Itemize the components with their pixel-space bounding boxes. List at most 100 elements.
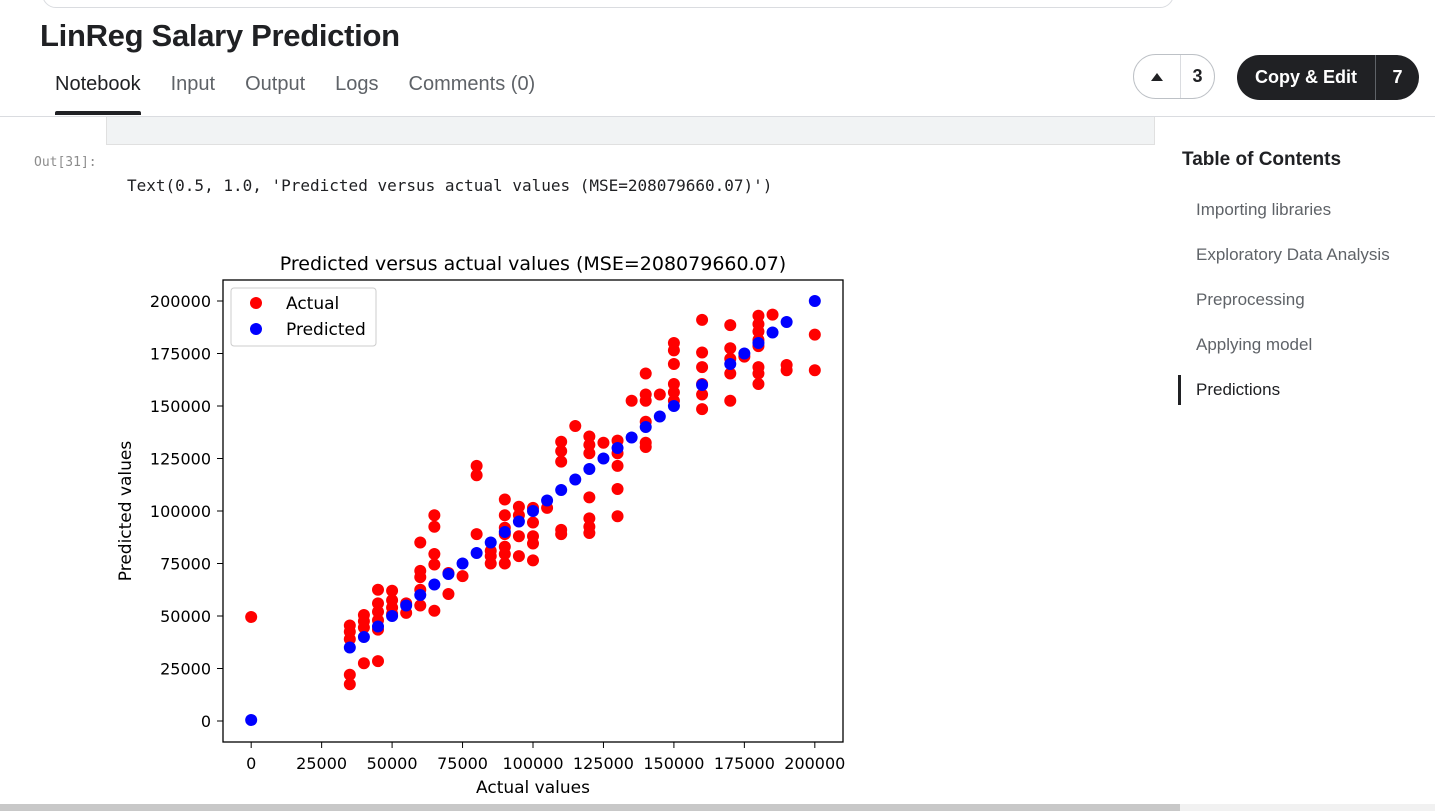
actual-point [428,604,441,617]
tab-notebook[interactable]: Notebook [55,73,141,115]
scrollbar-thumb[interactable] [0,804,1180,811]
toc-item-importing-libraries[interactable]: Importing libraries [1196,200,1332,219]
actual-point [583,430,596,443]
actual-point [498,509,511,522]
legend-marker-predicted [250,323,262,335]
chart-title: Predicted versus actual values (MSE=2080… [280,253,786,275]
toc-item-applying-model[interactable]: Applying model [1196,335,1313,354]
actual-point [456,570,469,583]
predicted-point [583,463,596,475]
actual-point [696,361,709,374]
actual-point [343,633,356,646]
x-tick-label: 125000 [573,754,634,773]
upvote-button[interactable]: 3 [1133,54,1215,99]
actual-point [498,557,511,570]
predicted-point [555,484,568,496]
actual-point [555,445,568,458]
actual-point [386,584,399,597]
predicted-point [738,347,751,360]
x-tick-label: 25000 [296,754,347,773]
actual-point [639,440,652,453]
tab-logs[interactable]: Logs [335,73,379,95]
y-tick-label: 175000 [150,345,211,364]
predicted-point [667,400,680,412]
predicted-point [611,442,624,454]
predicted-point [498,526,511,538]
actual-point [780,364,793,377]
copy-edit-label[interactable]: Copy & Edit [1255,67,1357,87]
predicted-point [696,379,709,391]
y-tick-label: 75000 [160,555,211,574]
y-tick-label: 50000 [160,607,211,626]
predicted-point [512,515,525,528]
actual-point [667,344,680,357]
actual-point [245,611,258,624]
scatter-chart: 0 25000 50000 75000 100000 125000 150000 175000… [116,253,845,798]
code-cell[interactable] [106,117,1155,145]
actual-point [597,436,610,449]
actual-point [414,536,427,549]
predicted-point [597,452,610,465]
notebook-tabs: Notebook Input Output Logs Comments (0) [55,73,535,115]
predicted-point [428,578,441,591]
toc-item-predictions[interactable]: Predictions [1178,375,1390,420]
predicted-point [752,337,765,349]
actual-point [808,328,821,341]
actual-point [555,528,568,541]
actual-point [724,319,737,332]
x-axis-label: Actual values [476,778,590,798]
actual-point [498,548,511,561]
actual-point [639,394,652,407]
actual-point [583,512,596,525]
toc-item-preprocessing[interactable]: Preprocessing [1196,290,1305,309]
actual-point [583,438,596,451]
actual-point [372,655,384,668]
copy-edit-button[interactable]: Copy & Edit 7 [1237,55,1419,100]
actual-point [724,342,737,355]
predicted-point [470,547,483,559]
predicted-point [724,358,737,370]
actual-point [724,394,737,407]
predicted-point [456,557,469,570]
actual-point [484,557,497,570]
actual-point [428,520,441,533]
actual-point [343,668,356,681]
actual-point [625,394,638,407]
x-tick-label: 0 [246,754,256,773]
actual-point [667,358,680,370]
actual-point [808,364,821,377]
tab-output[interactable]: Output [245,73,306,95]
actual-point [667,377,680,390]
tab-input[interactable]: Input [170,73,216,95]
actual-point [470,469,483,482]
toc-item-exploratory-data-analysis[interactable]: Exploratory Data Analysis [1196,245,1390,264]
actual-point [470,459,483,472]
upvote-count: 3 [1192,66,1203,86]
actual-point [428,558,441,571]
actual-point [752,367,765,380]
y-tick-label: 125000 [150,450,211,469]
actual-point [724,367,737,380]
predicted-point [625,431,638,444]
predicted-point [400,599,413,612]
actual-point [555,435,568,448]
actual-point [696,403,709,416]
actual-point [696,346,709,359]
triangle-up-icon[interactable] [1134,55,1180,98]
actual-point [696,313,709,326]
actual-point [470,528,483,541]
y-tick-label: 100000 [150,502,211,521]
predicted-point [808,295,821,307]
predicted-point [245,713,258,726]
legend-marker-actual [250,297,262,309]
horizontal-scrollbar[interactable] [0,804,1435,811]
tab-comments[interactable]: Comments (0) [408,73,536,95]
predicted-point [780,316,793,328]
predicted-point [527,505,539,517]
predicted-point [541,494,554,507]
search-bar[interactable] [42,0,1174,8]
actual-point [555,455,568,468]
x-tick-label: 175000 [714,754,775,773]
predicted-point [653,410,666,423]
actual-point [752,325,765,338]
